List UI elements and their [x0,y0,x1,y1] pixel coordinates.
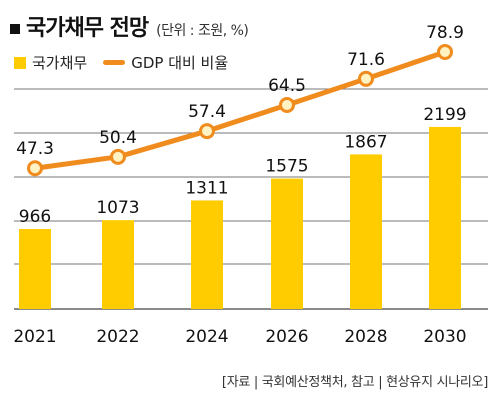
line-point-2024 [199,123,215,140]
legend-bar-label: 국가채무 [32,54,88,72]
line-point-2026 [279,96,295,113]
x-tick-label: 2024 [185,327,228,347]
chart-title: 국가채무 전망 [26,16,149,41]
legend-item-line: GDP 대비 비율 [103,52,228,73]
bar-value-label: 1867 [344,132,387,152]
legend-bar-swatch-icon [14,56,26,69]
x-tick-label: 2021 [13,327,56,347]
x-tick-label: 2030 [423,327,466,347]
line-value-label: 71.6 [347,50,385,70]
x-tick-label: 2028 [344,327,387,347]
bar-2028 [350,154,382,309]
bar-value-label: 966 [19,207,51,227]
x-tick-label: 2026 [265,327,308,347]
line-point-2022 [110,148,126,165]
line-value-label: 50.4 [99,128,137,148]
bar-2021 [19,229,51,309]
bar-value-label: 1073 [96,198,139,218]
x-tick-label: 2022 [96,327,139,347]
bar-2022 [102,220,134,309]
line-point-2021 [27,160,43,177]
line-series-gdp-ratio [32,49,448,171]
legend-line-label: GDP 대비 비율 [131,54,229,72]
bar-2026 [271,178,303,309]
bar-value-label: 2199 [423,105,466,125]
bar-value-label: 1311 [185,178,228,198]
legend-item-bar: 국가채무 [14,52,87,73]
chart-unit: (단위 : 조원, %) [156,23,249,39]
source-note: [자료 | 국회예산정책처, 참고 | 현상유지 시나리오] [221,375,488,390]
chart-title-row: 국가채무 전망 (단위 : 조원, %) [10,10,249,42]
line-point-2028 [358,70,374,87]
line-value-label: 64.5 [268,76,306,96]
title-square-icon [10,24,20,34]
legend-line-swatch-icon [103,60,126,65]
line-value-label: 57.4 [188,102,226,122]
line-value-label: 78.9 [426,23,464,43]
bar-2030 [429,126,461,310]
bar-2024 [191,200,223,309]
line-point-2030 [437,43,453,60]
line-value-label: 47.3 [16,139,54,159]
bar-value-label: 1575 [265,157,308,177]
legend: 국가채무 GDP 대비 비율 [14,52,244,73]
